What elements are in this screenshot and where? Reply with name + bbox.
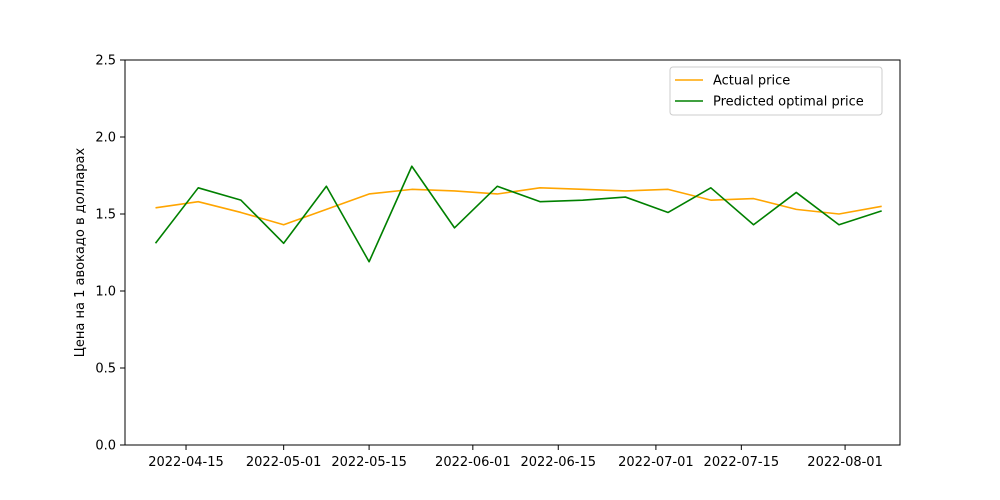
axis-ticks: 0.0 0.5 1.0 1.5 2.0 2.5 2022-04-15 2022-05-01 20… [95, 54, 883, 471]
y-tick-label: 1.0 [95, 285, 116, 300]
axes-frame [124, 59, 901, 446]
legend-label: Actual price [713, 74, 790, 89]
y-tick-label: 2.5 [95, 54, 116, 69]
y-tick-label: 1.5 [95, 208, 116, 223]
legend: Actual price Predicted optimal price [669, 66, 883, 116]
plot-area [154, 165, 882, 263]
x-tick-label: 2022-06-15 [520, 455, 596, 470]
y-tick-label: 0.5 [95, 362, 116, 377]
series-line-actual-price [155, 187, 882, 226]
x-tick-label: 2022-08-01 [807, 455, 883, 470]
x-tick-label: 2022-04-15 [148, 455, 224, 470]
x-tick-label: 2022-06-01 [435, 455, 511, 470]
x-tick-label: 2022-07-15 [704, 455, 780, 470]
y-tick-label: 2.0 [95, 131, 116, 146]
legend-box [669, 66, 883, 116]
legend-label: Predicted optimal price [713, 95, 864, 110]
x-tick-label: 2022-07-01 [618, 455, 694, 470]
series-line-predicted-optimal-price [154, 165, 882, 263]
y-axis-label: Цена на 1 авокадо в долларах [73, 148, 88, 358]
y-tick-label: 0.0 [95, 439, 116, 454]
x-tick-label: 2022-05-15 [331, 455, 407, 470]
x-tick-label: 2022-05-01 [246, 455, 322, 470]
